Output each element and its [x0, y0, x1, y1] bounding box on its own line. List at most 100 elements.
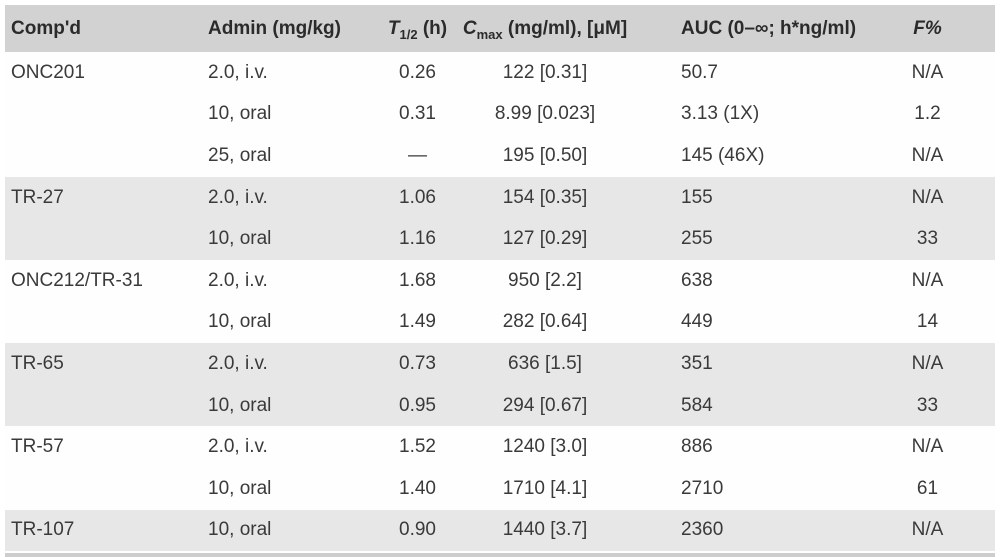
cell-auc: 638: [665, 259, 880, 302]
column-header-compound: Comp'd: [5, 5, 203, 52]
cell-compound: TR-27: [5, 176, 203, 219]
cell-compound: [5, 93, 203, 136]
cell-admin: 25, oral: [203, 135, 375, 177]
cell-admin: 2.0, i.v.: [203, 343, 375, 385]
table-row: TR-107 10, oral 0.90 1440 [3.7] 2360 N/A: [5, 509, 995, 552]
cell-c-max: 8.99 [0.023]: [460, 93, 665, 136]
cell-auc: 886: [665, 426, 880, 468]
cell-admin: 10, oral: [203, 384, 375, 427]
cell-auc: 50.7: [665, 52, 880, 94]
cell-c-max: 127 [0.29]: [460, 218, 665, 260]
cutoff-next-row-strip: [5, 553, 995, 557]
table-row: 25, oral — 195 [0.50] 145 (46X) N/A: [5, 135, 995, 177]
header-row: Comp'd Admin (mg/kg) T1/2 (h) Cmax (mg/m…: [5, 5, 995, 52]
cell-c-max: 950 [2.2]: [460, 259, 665, 302]
c-max-subscript: max: [476, 26, 503, 42]
cell-t-half: —: [375, 135, 460, 177]
cell-t-half: 0.31: [375, 93, 460, 136]
table-row: TR-27 2.0, i.v. 1.06 154 [0.35] 155 N/A: [5, 176, 995, 219]
cell-t-half: 1.40: [375, 467, 460, 510]
cell-f-percent: N/A: [880, 509, 995, 552]
column-header-auc: AUC (0–∞; h*ng/ml): [665, 5, 880, 52]
pharmacokinetics-table: Comp'd Admin (mg/kg) T1/2 (h) Cmax (mg/m…: [5, 5, 995, 552]
cell-f-percent: N/A: [880, 426, 995, 468]
table-row: 10, oral 1.49 282 [0.64] 449 14: [5, 301, 995, 344]
table-row: 10, oral 1.40 1710 [4.1] 2710 61: [5, 467, 995, 510]
cell-compound: [5, 218, 203, 260]
table-body: ONC201 2.0, i.v. 0.26 122 [0.31] 50.7 N/…: [5, 52, 995, 552]
cell-t-half: 1.52: [375, 426, 460, 468]
cell-c-max: 282 [0.64]: [460, 301, 665, 344]
cell-c-max: 1240 [3.0]: [460, 426, 665, 468]
column-header-c-max: Cmax (mg/ml), [μM]: [460, 5, 665, 52]
cell-f-percent: 14: [880, 301, 995, 344]
cell-c-max: 122 [0.31]: [460, 52, 665, 94]
cell-t-half: 0.90: [375, 509, 460, 552]
cell-c-max: 154 [0.35]: [460, 176, 665, 219]
column-header-f-percent: F%: [880, 5, 995, 52]
c-max-symbol: C: [462, 17, 477, 39]
column-header-t-half: T1/2 (h): [375, 5, 460, 52]
cell-compound: ONC201: [5, 52, 203, 94]
cell-admin: 2.0, i.v.: [203, 259, 375, 302]
cell-f-percent: N/A: [880, 343, 995, 385]
cell-f-percent: N/A: [880, 259, 995, 302]
table-header: Comp'd Admin (mg/kg) T1/2 (h) Cmax (mg/m…: [5, 5, 995, 52]
cell-compound: TR-65: [5, 343, 203, 385]
cell-f-percent: 33: [880, 218, 995, 260]
cell-admin: 10, oral: [203, 467, 375, 510]
cell-t-half: 1.68: [375, 259, 460, 302]
cell-auc: 155: [665, 176, 880, 219]
cell-c-max: 195 [0.50]: [460, 135, 665, 177]
cell-auc: 351: [665, 343, 880, 385]
cell-compound: TR-57: [5, 426, 203, 468]
cell-compound: [5, 301, 203, 344]
cell-auc: 145 (46X): [665, 135, 880, 177]
cell-auc: 584: [665, 384, 880, 427]
cell-f-percent: N/A: [880, 176, 995, 219]
c-max-unit: (mg/ml), [μM]: [502, 17, 628, 39]
cell-auc: 2710: [665, 467, 880, 510]
cell-admin: 10, oral: [203, 301, 375, 344]
cell-auc: 449: [665, 301, 880, 344]
table-row: ONC212/TR-31 2.0, i.v. 1.68 950 [2.2] 63…: [5, 259, 995, 302]
cell-admin: 2.0, i.v.: [203, 52, 375, 94]
cell-f-percent: 61: [880, 467, 995, 510]
cell-admin: 10, oral: [203, 93, 375, 136]
cell-compound: [5, 135, 203, 177]
cell-compound: [5, 384, 203, 427]
cell-t-half: 0.26: [375, 52, 460, 94]
cell-c-max: 1440 [3.7]: [460, 509, 665, 552]
t-half-symbol: T: [387, 17, 400, 39]
cell-admin: 2.0, i.v.: [203, 176, 375, 219]
column-header-admin: Admin (mg/kg): [203, 5, 375, 52]
table-row: 10, oral 0.31 8.99 [0.023] 3.13 (1X) 1.2: [5, 93, 995, 136]
cell-t-half: 1.49: [375, 301, 460, 344]
t-half-subscript: 1/2: [399, 26, 418, 42]
cell-auc: 255: [665, 218, 880, 260]
cell-t-half: 1.16: [375, 218, 460, 260]
cell-admin: 10, oral: [203, 218, 375, 260]
table-row: ONC201 2.0, i.v. 0.26 122 [0.31] 50.7 N/…: [5, 52, 995, 94]
cell-auc: 2360: [665, 509, 880, 552]
cell-t-half: 0.73: [375, 343, 460, 385]
table-row: TR-65 2.0, i.v. 0.73 636 [1.5] 351 N/A: [5, 343, 995, 385]
cell-t-half: 0.95: [375, 384, 460, 427]
table-row: TR-57 2.0, i.v. 1.52 1240 [3.0] 886 N/A: [5, 426, 995, 468]
cell-f-percent: N/A: [880, 135, 995, 177]
cell-auc: 3.13 (1X): [665, 93, 880, 136]
cell-admin: 10, oral: [203, 509, 375, 552]
cell-c-max: 1710 [4.1]: [460, 467, 665, 510]
cell-t-half: 1.06: [375, 176, 460, 219]
cell-f-percent: 1.2: [880, 93, 995, 136]
table-row: 10, oral 0.95 294 [0.67] 584 33: [5, 384, 995, 427]
cell-compound: TR-107: [5, 509, 203, 552]
cell-compound: ONC212/TR-31: [5, 259, 203, 302]
cell-f-percent: 33: [880, 384, 995, 427]
t-half-unit: (h): [417, 17, 448, 39]
cell-compound: [5, 467, 203, 510]
cell-admin: 2.0, i.v.: [203, 426, 375, 468]
table-row: 10, oral 1.16 127 [0.29] 255 33: [5, 218, 995, 260]
cell-c-max: 294 [0.67]: [460, 384, 665, 427]
